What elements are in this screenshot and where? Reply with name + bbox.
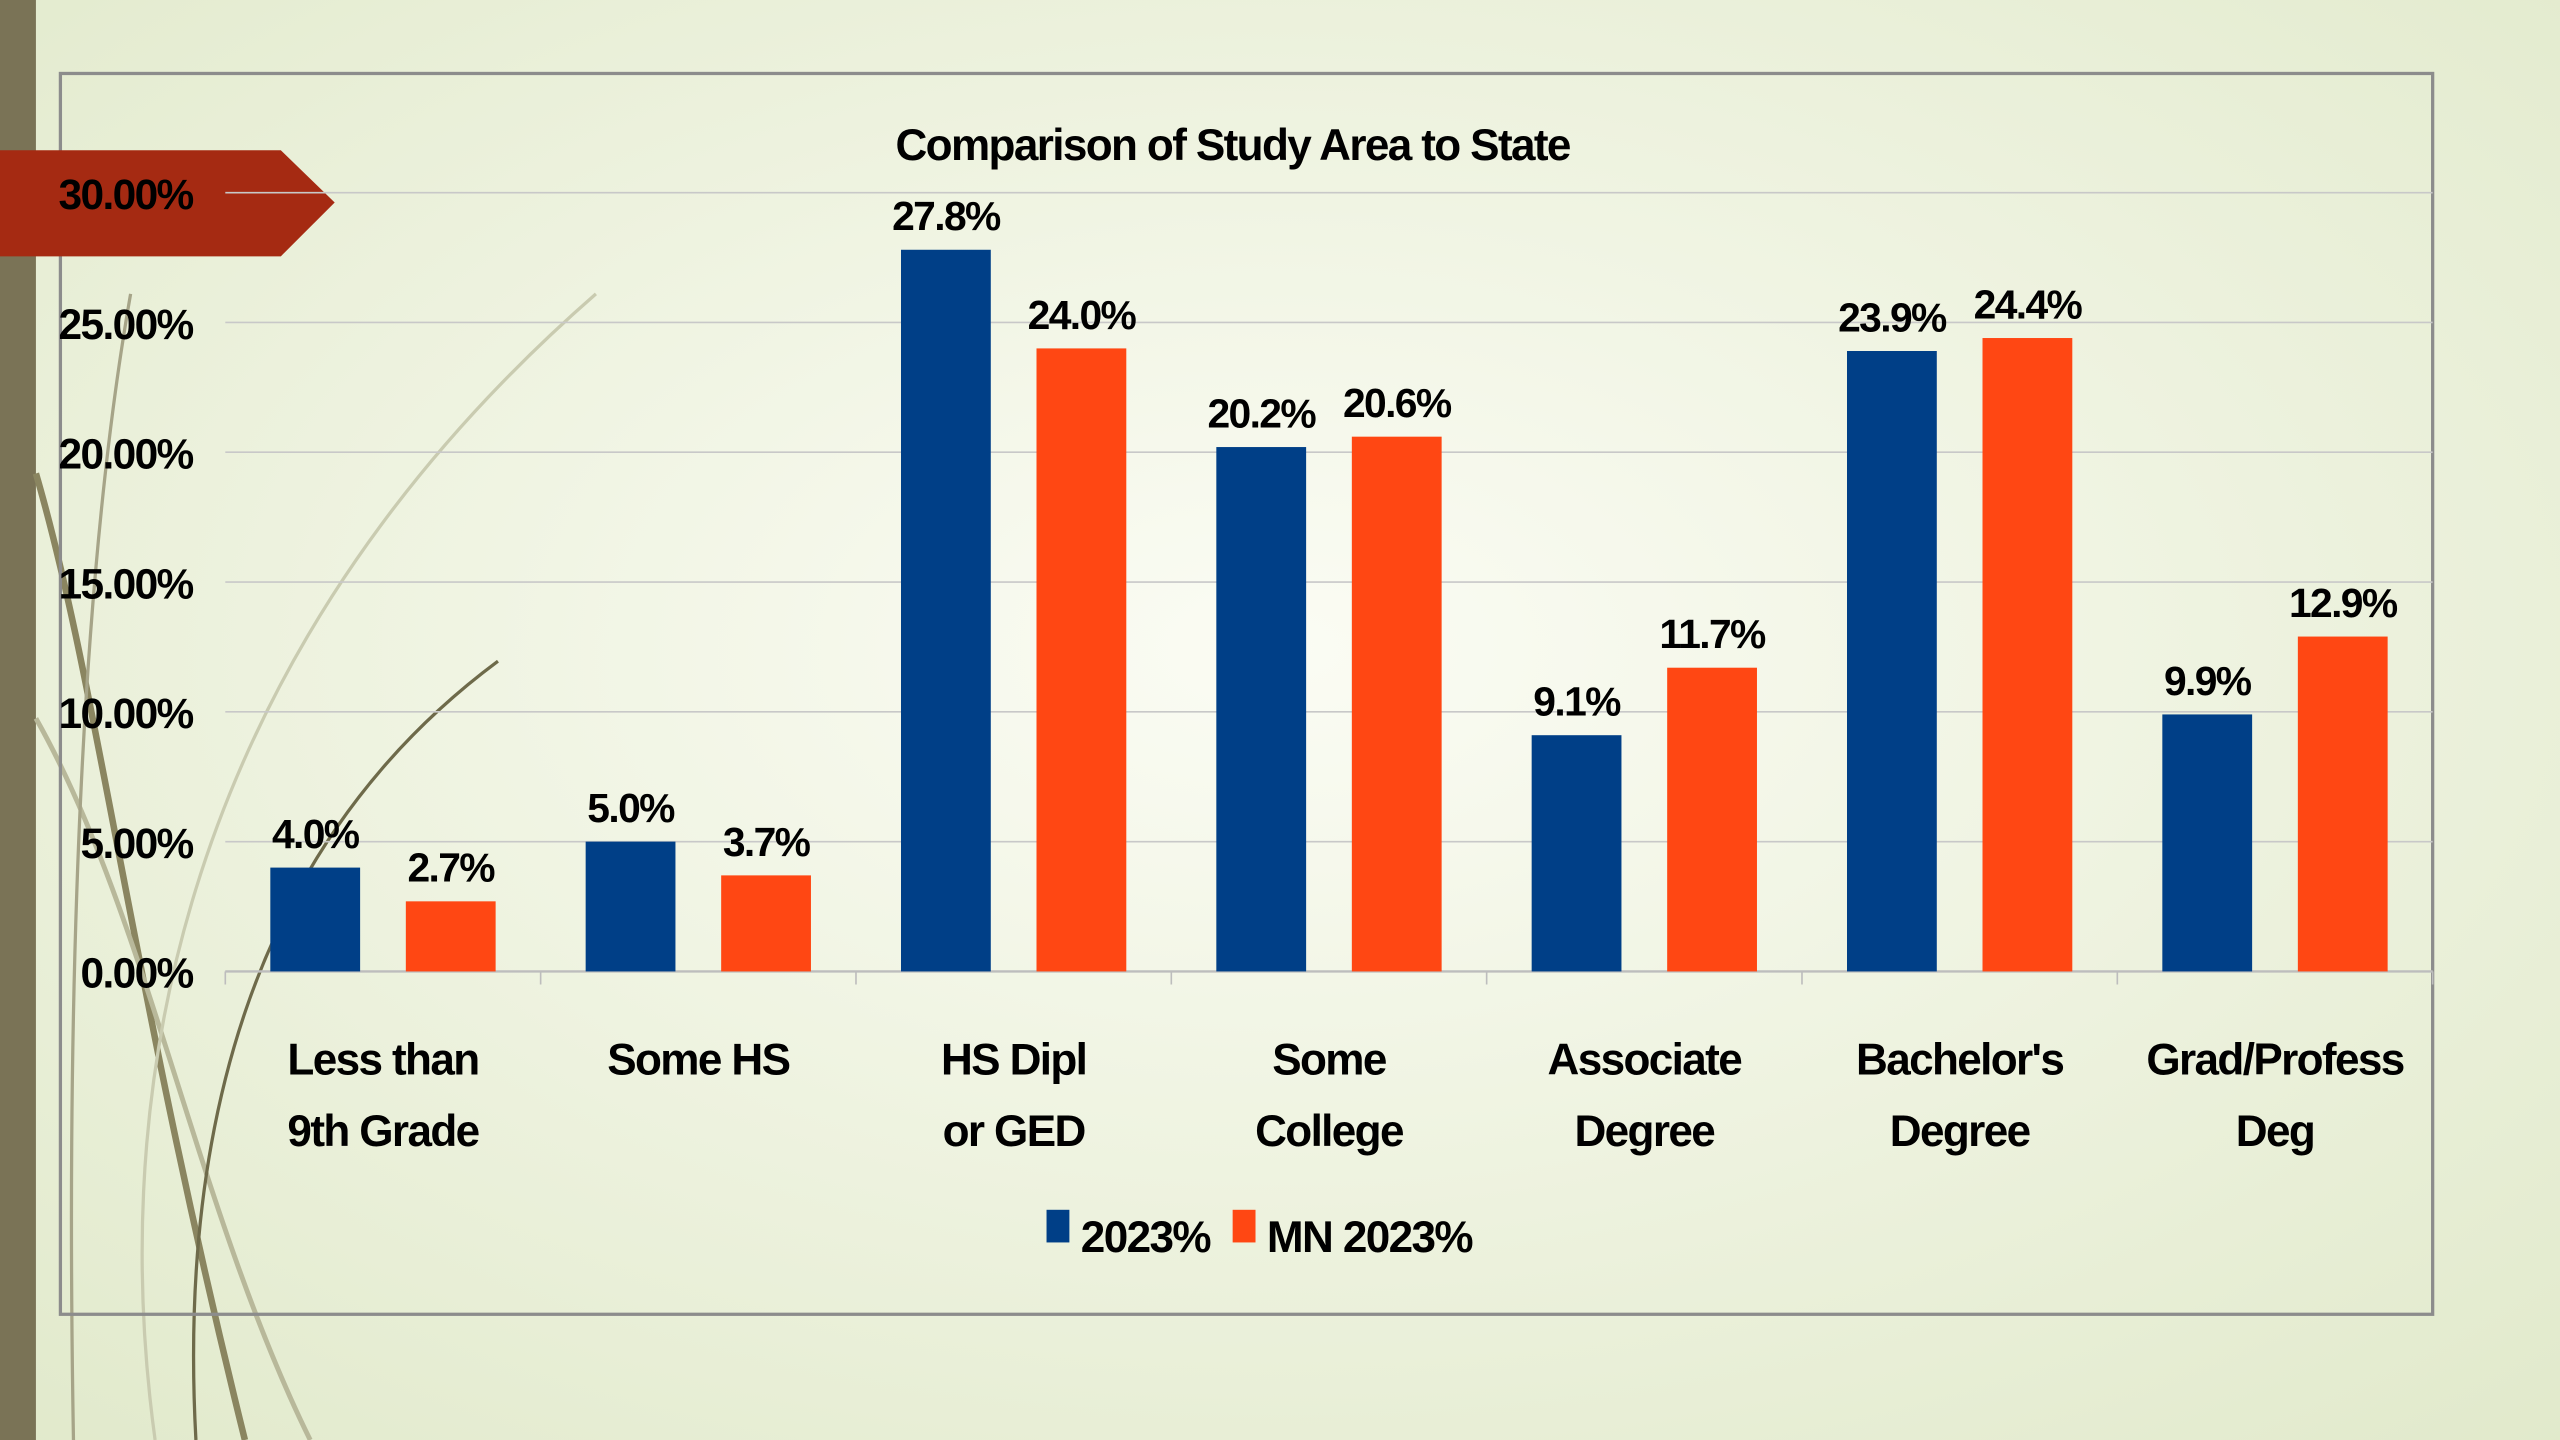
x-tick-label: or GED — [943, 1107, 1085, 1156]
bar — [2162, 714, 2253, 972]
x-tick-label: HS Dipl — [941, 1035, 1086, 1084]
legend-label: MN 2023% — [1267, 1213, 1473, 1262]
arrow-banner — [0, 150, 335, 257]
value-label: 20.2% — [1207, 390, 1316, 436]
bar — [900, 249, 991, 972]
y-tick-label: 5.00% — [80, 820, 193, 867]
x-tick-label: Bachelor's — [1856, 1035, 2063, 1084]
value-label: 11.7% — [1659, 611, 1766, 657]
value-label: 20.6% — [1343, 380, 1452, 426]
value-label: 3.7% — [723, 819, 811, 865]
bar — [1846, 351, 1937, 972]
chart-frame — [58, 71, 2435, 1316]
bar — [1531, 735, 1622, 972]
chart-title: Comparison of Study Area to State — [895, 121, 1569, 170]
legend-swatch — [1046, 1209, 1070, 1243]
legend-swatch — [1232, 1209, 1256, 1243]
value-label: 27.8% — [892, 193, 1001, 239]
value-label: 2.7% — [407, 845, 495, 891]
bar — [1982, 338, 2073, 972]
legend-label: 2023% — [1081, 1213, 1212, 1262]
bar — [1036, 348, 1127, 972]
x-tick-label: Deg — [2236, 1107, 2314, 1156]
bar — [270, 867, 361, 972]
value-label: 24.4% — [1974, 281, 2083, 327]
value-label: 9.1% — [1533, 679, 1621, 725]
x-tick-label: Some — [1272, 1035, 1386, 1084]
value-label: 9.9% — [2164, 658, 2252, 704]
y-tick-label: 20.00% — [59, 431, 194, 478]
x-tick-label: College — [1255, 1107, 1403, 1156]
bar — [1351, 436, 1442, 972]
value-label: 23.9% — [1838, 294, 1947, 340]
bar — [405, 901, 496, 972]
bar — [1667, 667, 1757, 972]
y-tick-label: 30.00% — [59, 171, 194, 218]
bar — [1216, 447, 1307, 972]
value-label: 24.0% — [1028, 292, 1137, 338]
x-tick-label: Grad/Profess — [2146, 1035, 2403, 1084]
x-tick-label: 9th Grade — [287, 1107, 478, 1156]
y-tick-label: 0.00% — [80, 950, 193, 997]
value-label: 12.9% — [2289, 580, 2398, 626]
bar — [721, 875, 811, 972]
value-label: 4.0% — [272, 811, 360, 857]
x-tick-label: Degree — [1890, 1107, 2030, 1156]
x-tick-label: Some HS — [607, 1035, 789, 1084]
x-tick-label: Degree — [1574, 1107, 1714, 1156]
x-tick-label: Less than — [287, 1035, 478, 1084]
x-tick-label: Associate — [1548, 1035, 1742, 1084]
y-tick-label: 15.00% — [59, 560, 194, 607]
bar — [2297, 636, 2388, 972]
y-tick-label: 25.00% — [59, 301, 194, 348]
y-tick-label: 10.00% — [59, 690, 194, 737]
bar — [585, 841, 676, 972]
value-label: 5.0% — [587, 785, 675, 831]
